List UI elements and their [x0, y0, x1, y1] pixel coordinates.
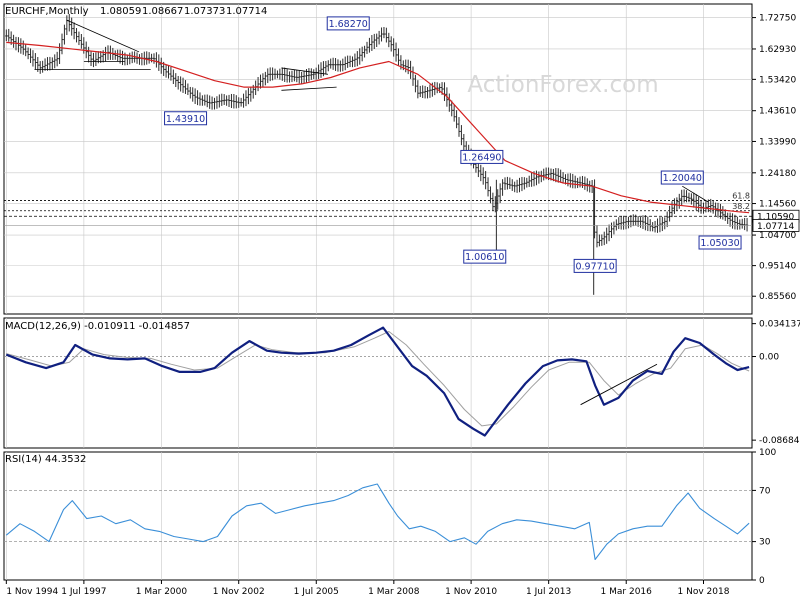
- macd-y-tick-label: -0.086849: [759, 436, 800, 446]
- price-tag: 1.10590: [757, 213, 794, 223]
- price-header-open: 1.08059: [100, 6, 141, 17]
- price-y-tick-label: 1.43610: [759, 107, 796, 117]
- price-y-tick-label: 1.62930: [759, 45, 796, 55]
- x-tick-label: 1 Nov 2002: [213, 587, 265, 597]
- watermark: ActionForex.com: [467, 72, 658, 98]
- panel-frame-1: [3, 317, 753, 449]
- x-tick-label: 1 Nov 2010: [445, 587, 497, 597]
- macd-trendline: [580, 363, 658, 406]
- price-header-symbol: EURCHF,Monthly: [5, 6, 89, 17]
- price-y-tick-label: 1.24180: [759, 169, 796, 179]
- x-tick-label: 1 Jul 2013: [526, 587, 571, 597]
- pivot-label-box: [463, 249, 507, 264]
- macd-header: MACD(12,26,9) -0.010911 -0.014857: [5, 321, 190, 332]
- x-tick-label: 1 Mar 2000: [136, 587, 188, 597]
- rsi-y-tick-label: 0: [759, 576, 765, 586]
- price-y-tick-label: 0.85560: [759, 292, 796, 302]
- price-header-close: 1.07714: [226, 6, 267, 17]
- macd-y-tick-label: 0.034137: [759, 320, 800, 330]
- price-y-tick-label: 1.72750: [759, 14, 796, 24]
- fib-label: 38.2: [732, 202, 750, 211]
- pivot-label-box: [164, 111, 208, 126]
- x-tick-label: 1 Jul 1997: [61, 587, 106, 597]
- trendline: [682, 185, 709, 203]
- x-tick-label: 1 Nov 1994: [6, 587, 58, 597]
- rsi-line: [5, 483, 750, 561]
- pivot-label-box: [698, 235, 742, 250]
- rsi-header: RSI(14) 44.3532: [5, 454, 86, 465]
- pivot-label: 1.43910: [166, 114, 205, 125]
- panel-frame-2: [3, 451, 753, 581]
- trendline: [281, 86, 337, 91]
- pivot-label: 1.05030: [700, 238, 739, 249]
- price-y-tick-label: 1.53420: [759, 75, 796, 85]
- price-tag: 1.07714: [757, 222, 794, 232]
- x-tick-label: 1 Mar 2008: [368, 587, 420, 597]
- x-tick-label: 1 Nov 2018: [678, 587, 730, 597]
- rsi-y-tick-label: 30: [759, 538, 771, 548]
- macd-y-tick-label: 0.00: [759, 353, 779, 363]
- price-y-tick-label: 0.95140: [759, 262, 796, 272]
- rsi-y-tick-label: 70: [759, 486, 771, 496]
- pivot-label: 1.26490: [462, 152, 501, 163]
- moving-average-line: [6, 41, 750, 214]
- trendline: [281, 67, 328, 75]
- pivot-label: 1.20040: [663, 173, 702, 184]
- pivot-label: 1.00610: [465, 252, 504, 263]
- price-y-tick-label: 1.14560: [759, 200, 796, 210]
- macd-line: [5, 326, 750, 437]
- rsi-y-tick-label: 100: [759, 448, 776, 458]
- pivot-label-box: [660, 170, 704, 185]
- x-tick-label: 1 Mar 2016: [601, 587, 653, 597]
- trendline: [66, 19, 140, 53]
- pivot-label-box: [573, 258, 617, 273]
- x-tick-label: 1 Jul 2005: [294, 587, 339, 597]
- panel-frame-0: [3, 3, 753, 315]
- price-tag-box: [752, 219, 800, 232]
- price-header-high: 1.08667: [142, 6, 183, 17]
- pivot-label: 1.68270: [329, 19, 368, 30]
- pivot-label: 0.97710: [575, 261, 614, 272]
- price-y-tick-label: 1.33990: [759, 137, 796, 147]
- pivot-label-box: [326, 16, 370, 31]
- pivot-label-box: [460, 149, 504, 164]
- price-y-tick-label: 1.04700: [759, 231, 796, 241]
- price-header-low: 1.07373: [184, 6, 225, 17]
- fib-label: 61.8: [732, 192, 750, 201]
